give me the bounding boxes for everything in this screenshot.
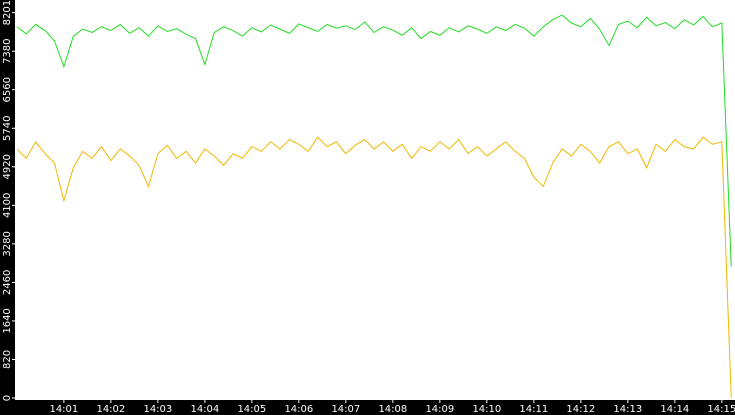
y-tick-label: 820 [2, 350, 13, 369]
x-tick-label: 14:15 [707, 404, 735, 415]
plot-area [15, 0, 735, 400]
x-tick-label: 14:04 [190, 404, 219, 415]
x-tick-label: 14:03 [143, 404, 172, 415]
y-tick-label: 3280 [2, 231, 13, 256]
y-tick-label: 5740 [2, 116, 13, 141]
series-line [16, 136, 732, 399]
series-line [16, 14, 732, 267]
x-tick-label: 14:14 [660, 404, 689, 415]
x-tick-label: 14:02 [96, 404, 125, 415]
x-tick-label: 14:05 [237, 404, 266, 415]
y-tick-label: 0 [2, 395, 13, 401]
y-tick-label: 4100 [2, 193, 13, 218]
x-tick-label: 14:10 [472, 404, 501, 415]
x-tick-label: 14:08 [378, 404, 407, 415]
y-tick-label: 7380 [2, 38, 13, 63]
x-tick-label: 14:09 [425, 404, 454, 415]
x-tick-label: 14:01 [49, 404, 78, 415]
x-tick-label: 14:12 [566, 404, 595, 415]
y-tick-label: 4920 [2, 154, 13, 179]
y-tick-label: 8201 [2, 0, 13, 25]
x-tick-label: 14:07 [331, 404, 360, 415]
y-tick-label: 6560 [2, 77, 13, 102]
y-tick-label: 1640 [2, 308, 13, 333]
x-tick-label: 14:13 [613, 404, 642, 415]
x-tick-label: 14:06 [284, 404, 313, 415]
y-tick-label: 2460 [2, 270, 13, 295]
x-tick-label: 14:11 [519, 404, 548, 415]
